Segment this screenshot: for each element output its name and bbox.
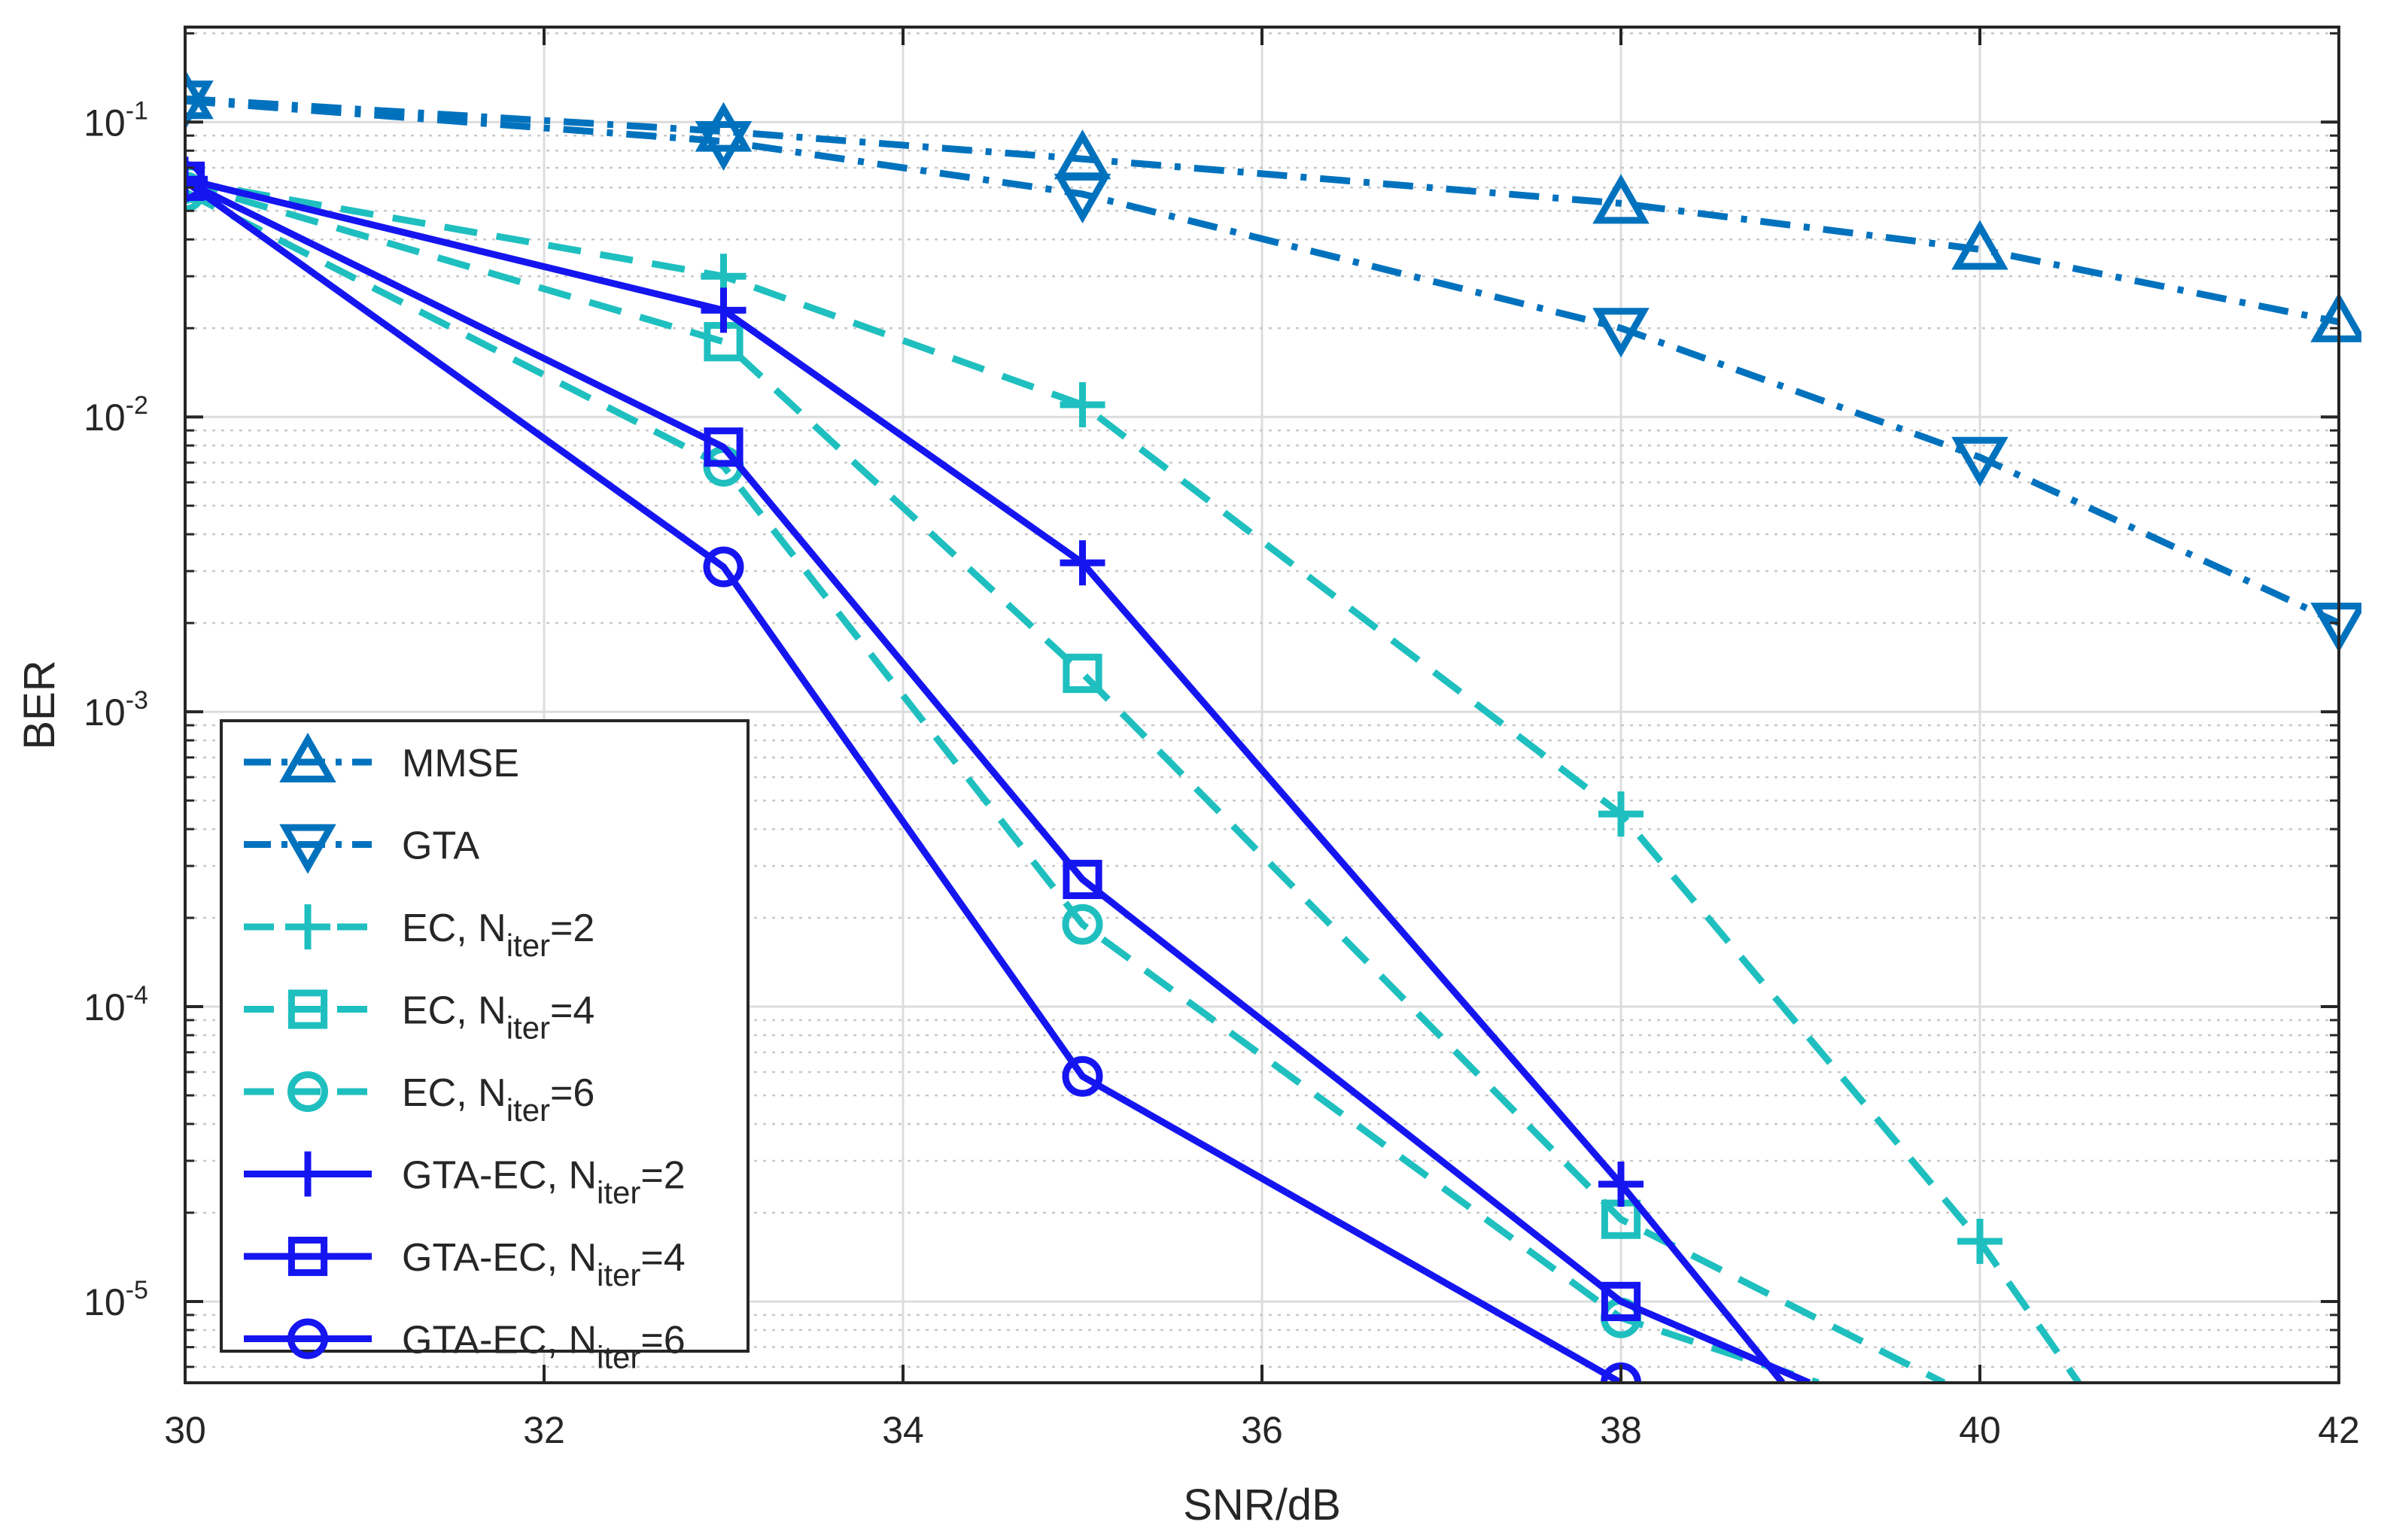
legend-item: GTA-EC, Niter=6: [244, 1318, 686, 1375]
data-point: [695, 120, 753, 172]
legend-item: MMSE: [244, 732, 519, 785]
data-point: [1062, 904, 1103, 945]
legend-item: GTA: [244, 824, 479, 874]
legend-label: EC, Niter=6: [402, 1071, 594, 1128]
legend-marker: [279, 732, 336, 782]
legend-label: EC, Niter=4: [402, 989, 594, 1046]
data-point: [1063, 653, 1102, 694]
data-point: [185, 80, 214, 131]
legend-item: EC, Niter=6: [244, 1071, 594, 1128]
legend-marker: [279, 824, 336, 874]
x-tick-label: 30: [164, 1409, 206, 1451]
y-tick-label: 10-2: [84, 391, 148, 439]
x-tick-label: 32: [523, 1409, 565, 1451]
series-2: [185, 80, 2361, 653]
data-point: [1592, 308, 1650, 358]
data-point: [703, 546, 744, 588]
data-point: [1592, 174, 1650, 224]
legend-marker: [287, 1236, 328, 1277]
data-point: [1062, 1056, 1103, 1097]
legend-label: GTA-EC, Niter=2: [402, 1154, 686, 1210]
data-point: [1054, 173, 1111, 224]
y-axis-label: BER: [15, 660, 64, 749]
data-point: [185, 160, 205, 202]
data-point: [1598, 791, 1644, 837]
x-tick-label: 38: [1600, 1409, 1642, 1451]
data-point: [695, 102, 753, 152]
series-line: [185, 95, 2340, 326]
legend-label: GTA-EC, Niter=4: [402, 1236, 686, 1292]
legend: MMSE GTA EC, Niter=2 EC, Niter=4 EC, Niter=6…: [220, 719, 750, 1375]
y-tick-label: 10-4: [84, 981, 148, 1028]
grid: [184, 27, 2340, 1383]
legend-label: MMSE: [402, 742, 519, 785]
data-point: [1060, 540, 1105, 586]
data-point: [1063, 859, 1102, 900]
y-tick-label: 10-5: [84, 1276, 148, 1323]
data-point: [185, 69, 214, 120]
legend-marker: [287, 989, 328, 1029]
series-lines: [185, 69, 2361, 1383]
series-line: [185, 180, 1946, 1383]
data-point: [704, 427, 743, 467]
y-tick-label: 10-1: [84, 96, 148, 144]
x-tick-label: 36: [1241, 1409, 1283, 1451]
series-line: [185, 97, 2340, 627]
legend-item: GTA-EC, Niter=2: [244, 1151, 686, 1210]
series-line: [185, 178, 1623, 1383]
x-tick-label: 42: [2318, 1409, 2360, 1451]
data-point: [1601, 1281, 1641, 1322]
series-line: [185, 178, 1811, 1383]
legend-marker: [287, 1318, 328, 1359]
x-axis-label: SNR/dB: [1183, 1481, 1341, 1529]
legend-item: EC, Niter=2: [244, 904, 594, 963]
legend-item: GTA-EC, Niter=4: [244, 1236, 686, 1292]
x-tick-label: 34: [882, 1409, 924, 1451]
y-tick-label: 10-3: [84, 686, 148, 734]
data-point: [701, 287, 747, 333]
legend-item: EC, Niter=4: [244, 989, 594, 1046]
data-point: [1957, 1218, 2002, 1264]
legend-label: GTA: [402, 825, 479, 868]
series-line: [185, 188, 1820, 1383]
legend-marker: [285, 904, 330, 949]
axis-ticks: 30 32 34 36 38 40 42 10-1 10-2 10-3 10-4 10-5: [84, 27, 2360, 1451]
data-point: [1951, 220, 2008, 270]
legend-marker: [285, 1151, 330, 1197]
legend-label: GTA-EC, Niter=6: [402, 1319, 686, 1375]
data-point: [1060, 381, 1105, 427]
legend-label: EC, Niter=2: [402, 907, 594, 963]
x-tick-label: 40: [1959, 1409, 2001, 1451]
series-line: [185, 178, 2081, 1383]
legend-marker: [287, 1071, 328, 1112]
data-point: [1951, 436, 2008, 487]
data-point: [1598, 1161, 1644, 1207]
